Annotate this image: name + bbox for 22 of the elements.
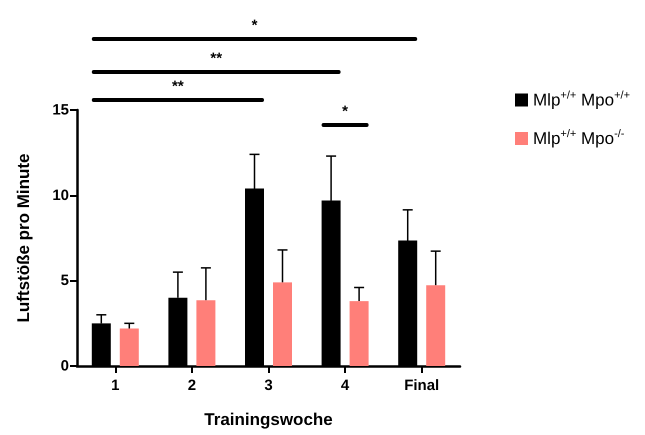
bar (273, 282, 292, 366)
legend-label: Mlp+/+ Mpo+/+ (533, 90, 630, 110)
x-tick-label: Final (404, 377, 440, 394)
y-tick-label: 0 (60, 358, 69, 374)
x-tick-label: 4 (340, 377, 350, 394)
y-tick-label: 5 (60, 272, 69, 290)
y-tick-label: 15 (52, 102, 69, 118)
y-axis-title: Luftstöße pro Minute (14, 153, 33, 323)
x-axis-title: Trainingswoche (204, 410, 333, 429)
text: * (252, 17, 258, 34)
x-tick-label: 3 (264, 377, 273, 394)
text: ** (210, 50, 222, 67)
legend-label: Mlp+/+ Mpo-/- (533, 128, 625, 148)
bar (120, 328, 139, 366)
text: ** (172, 78, 184, 95)
bar (426, 285, 446, 366)
bar (350, 301, 369, 366)
y-tick-label: 10 (52, 186, 69, 204)
bar (196, 300, 216, 366)
x-tick-label: 1 (111, 377, 120, 394)
annotation: * (342, 103, 348, 120)
x-tick-label: 2 (188, 377, 196, 394)
